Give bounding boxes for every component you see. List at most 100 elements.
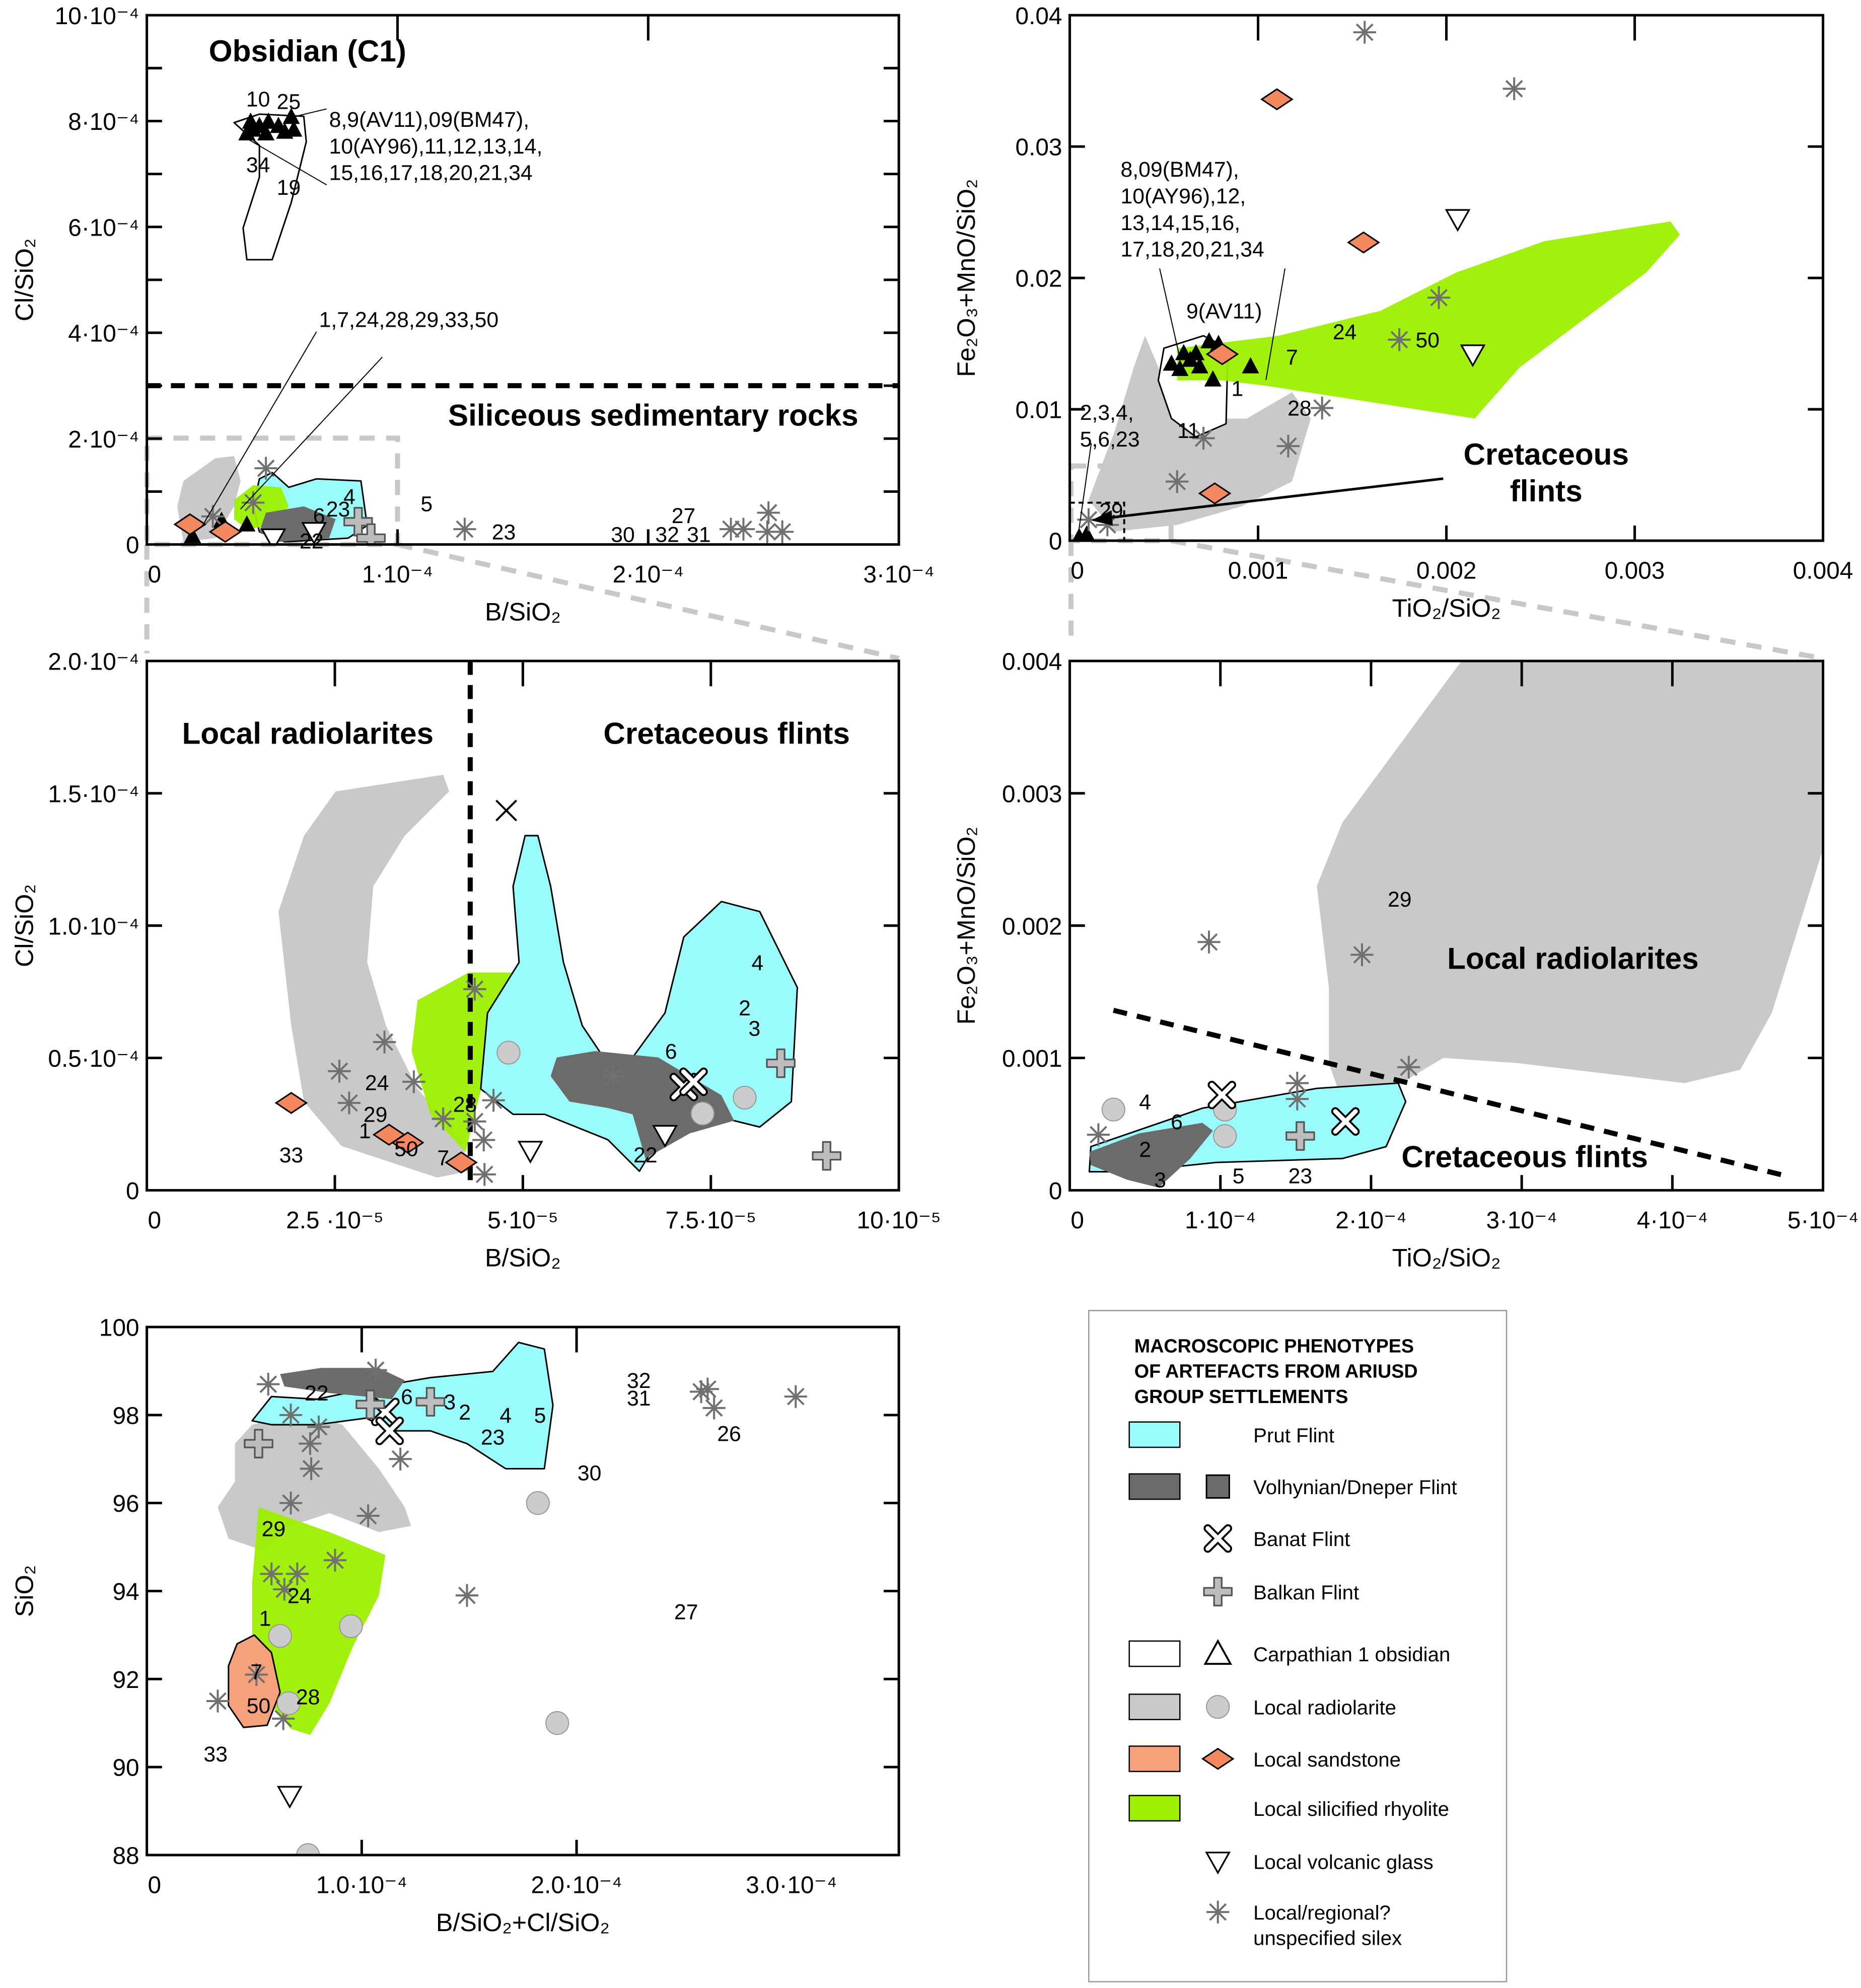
- x-tick-label: 0.001: [1228, 557, 1289, 584]
- x-tick-label: 5·10⁻⁵: [487, 1207, 558, 1234]
- point-label: 3: [444, 1390, 456, 1415]
- y-tick-label: 6·10⁻⁴: [68, 214, 139, 241]
- leader-lines: [202, 108, 1285, 532]
- y-tick-label: 0: [126, 532, 139, 559]
- legend-swatch: [1128, 1694, 1181, 1721]
- point-label: 27: [672, 504, 696, 528]
- legend-label: unspecified silex: [1253, 1927, 1402, 1949]
- y-tick-label: 2.0·10⁻⁴: [48, 649, 139, 676]
- point-diamond: [208, 521, 242, 543]
- point-triangle: [184, 527, 201, 543]
- point-x-white: [1207, 1080, 1237, 1110]
- point-asterisk: [402, 1070, 425, 1093]
- point-plus: [355, 1389, 385, 1420]
- point-label: 22: [305, 1381, 329, 1406]
- point-label: 2: [1139, 1138, 1151, 1162]
- x-tick-label: 0: [148, 561, 161, 588]
- point-label: 33: [203, 1742, 228, 1766]
- legend-item: Prut Flint: [1128, 1421, 1334, 1448]
- legend-label: Local/regional?: [1253, 1901, 1391, 1924]
- x-axis-label: TiO₂/SiO₂: [1392, 594, 1501, 622]
- legend-title: GROUP SETTLEMENTS: [1134, 1386, 1348, 1407]
- region-heading: Local radiolarites: [1447, 941, 1699, 975]
- point-circle: [339, 1614, 363, 1639]
- x-tick-label: 0: [148, 1207, 161, 1234]
- legend-label: Volhynian/Dneper Flint: [1253, 1476, 1457, 1499]
- point-asterisk: [299, 1432, 322, 1455]
- legend-label: Local sandstone: [1253, 1748, 1401, 1771]
- point-asterisk: [260, 1562, 283, 1586]
- point-asterisk: [328, 1060, 351, 1083]
- legend: MACROSCOPIC PHENOTYPES OF ARTEFACTS FROM …: [1088, 1310, 1508, 1982]
- point-asterisk: [784, 1385, 807, 1408]
- point-x-white: [679, 1067, 708, 1096]
- x-tick-label: 0.004: [1793, 557, 1853, 584]
- point-asterisk: [757, 501, 780, 525]
- region-sandstone: [228, 1634, 281, 1728]
- point-label: 4: [751, 951, 763, 975]
- point-asterisk: [364, 1359, 387, 1382]
- point-diamond: [1347, 231, 1380, 254]
- point-diamond: [445, 1151, 478, 1174]
- y-tick-label: 4·10⁻⁴: [68, 321, 139, 347]
- x-axis-label: B/SiO₂+Cl/SiO₂: [436, 1908, 610, 1937]
- point-label: 6: [313, 504, 325, 528]
- legend-label: Prut Flint: [1253, 1424, 1334, 1447]
- y-tick-label: 0: [1049, 1178, 1062, 1205]
- point-label: 1: [1232, 377, 1244, 401]
- point-asterisk: [1427, 286, 1451, 309]
- point-label: 6: [1171, 1110, 1183, 1134]
- point-asterisk: [279, 1404, 303, 1427]
- y-tick-label: 10·10⁻⁴: [55, 3, 139, 30]
- legend-label: Carpathian 1 obsidian: [1253, 1643, 1450, 1666]
- point-label: 7: [1286, 345, 1298, 370]
- point-triangle: [1171, 359, 1189, 376]
- legend-item: Local silicified rhyolite: [1128, 1795, 1449, 1822]
- region-volhynian: [1089, 1123, 1213, 1188]
- point-triangle: [260, 112, 277, 129]
- point-plus: [415, 1387, 446, 1417]
- point-asterisk: [732, 518, 755, 541]
- legend-swatch: [1128, 1795, 1181, 1822]
- point-triangle: [1163, 354, 1180, 371]
- point-asterisk: [482, 1088, 505, 1112]
- point-asterisk: [323, 1549, 347, 1572]
- legend-marker-asterisk: [1206, 1900, 1230, 1924]
- point-asterisk: [1388, 328, 1411, 351]
- y-axis-label: Fe₂O₃+MnO/SiO₂: [952, 827, 980, 1025]
- point-diamond: [173, 513, 207, 536]
- point-label: 34: [246, 153, 270, 177]
- point-asterisk: [242, 491, 265, 514]
- x-tick-label: 3.0·10⁻⁴: [746, 1872, 837, 1898]
- point-asterisk: [257, 1373, 280, 1396]
- annotation-line: 5,6,23: [1080, 427, 1140, 452]
- point-label: 24: [288, 1584, 312, 1608]
- point-label: 4: [1139, 1090, 1151, 1114]
- x-tick-label: 0: [1070, 557, 1084, 584]
- y-tick-label: 0.003: [1002, 781, 1062, 807]
- point-label: 7: [250, 1660, 262, 1684]
- point-asterisk: [601, 1065, 625, 1088]
- point-label: 26: [717, 1422, 741, 1446]
- point-circle: [690, 1101, 714, 1126]
- annotation-line: 10(AY96),12,: [1121, 184, 1246, 208]
- region-heading: Cretaceous: [1463, 437, 1629, 471]
- x-tick-label: 5·10⁻⁴: [1787, 1207, 1858, 1234]
- legend-item: Banat Flint: [1203, 1524, 1350, 1553]
- region-heading: Siliceous sedimentary rocks: [448, 398, 858, 432]
- point-label: 9(AV11): [1186, 299, 1262, 323]
- x-tick-label: 7.5·10⁻⁵: [666, 1207, 756, 1234]
- point-diamond: [274, 1091, 308, 1114]
- point-asterisk: [432, 1107, 455, 1131]
- point-label: 28: [453, 1093, 477, 1117]
- x-tick-label: 2.0·10⁻⁴: [531, 1872, 622, 1898]
- point-label: 30: [578, 1461, 602, 1485]
- y-axis-label: Cl/SiO₂: [10, 238, 38, 321]
- legend-item: Local volcanic glass: [1205, 1851, 1434, 1875]
- point-label: 24: [365, 1071, 389, 1095]
- y-tick-label: 98: [112, 1403, 139, 1429]
- point-asterisk: [1285, 1087, 1309, 1111]
- y-tick-label: 0.02: [1016, 266, 1062, 292]
